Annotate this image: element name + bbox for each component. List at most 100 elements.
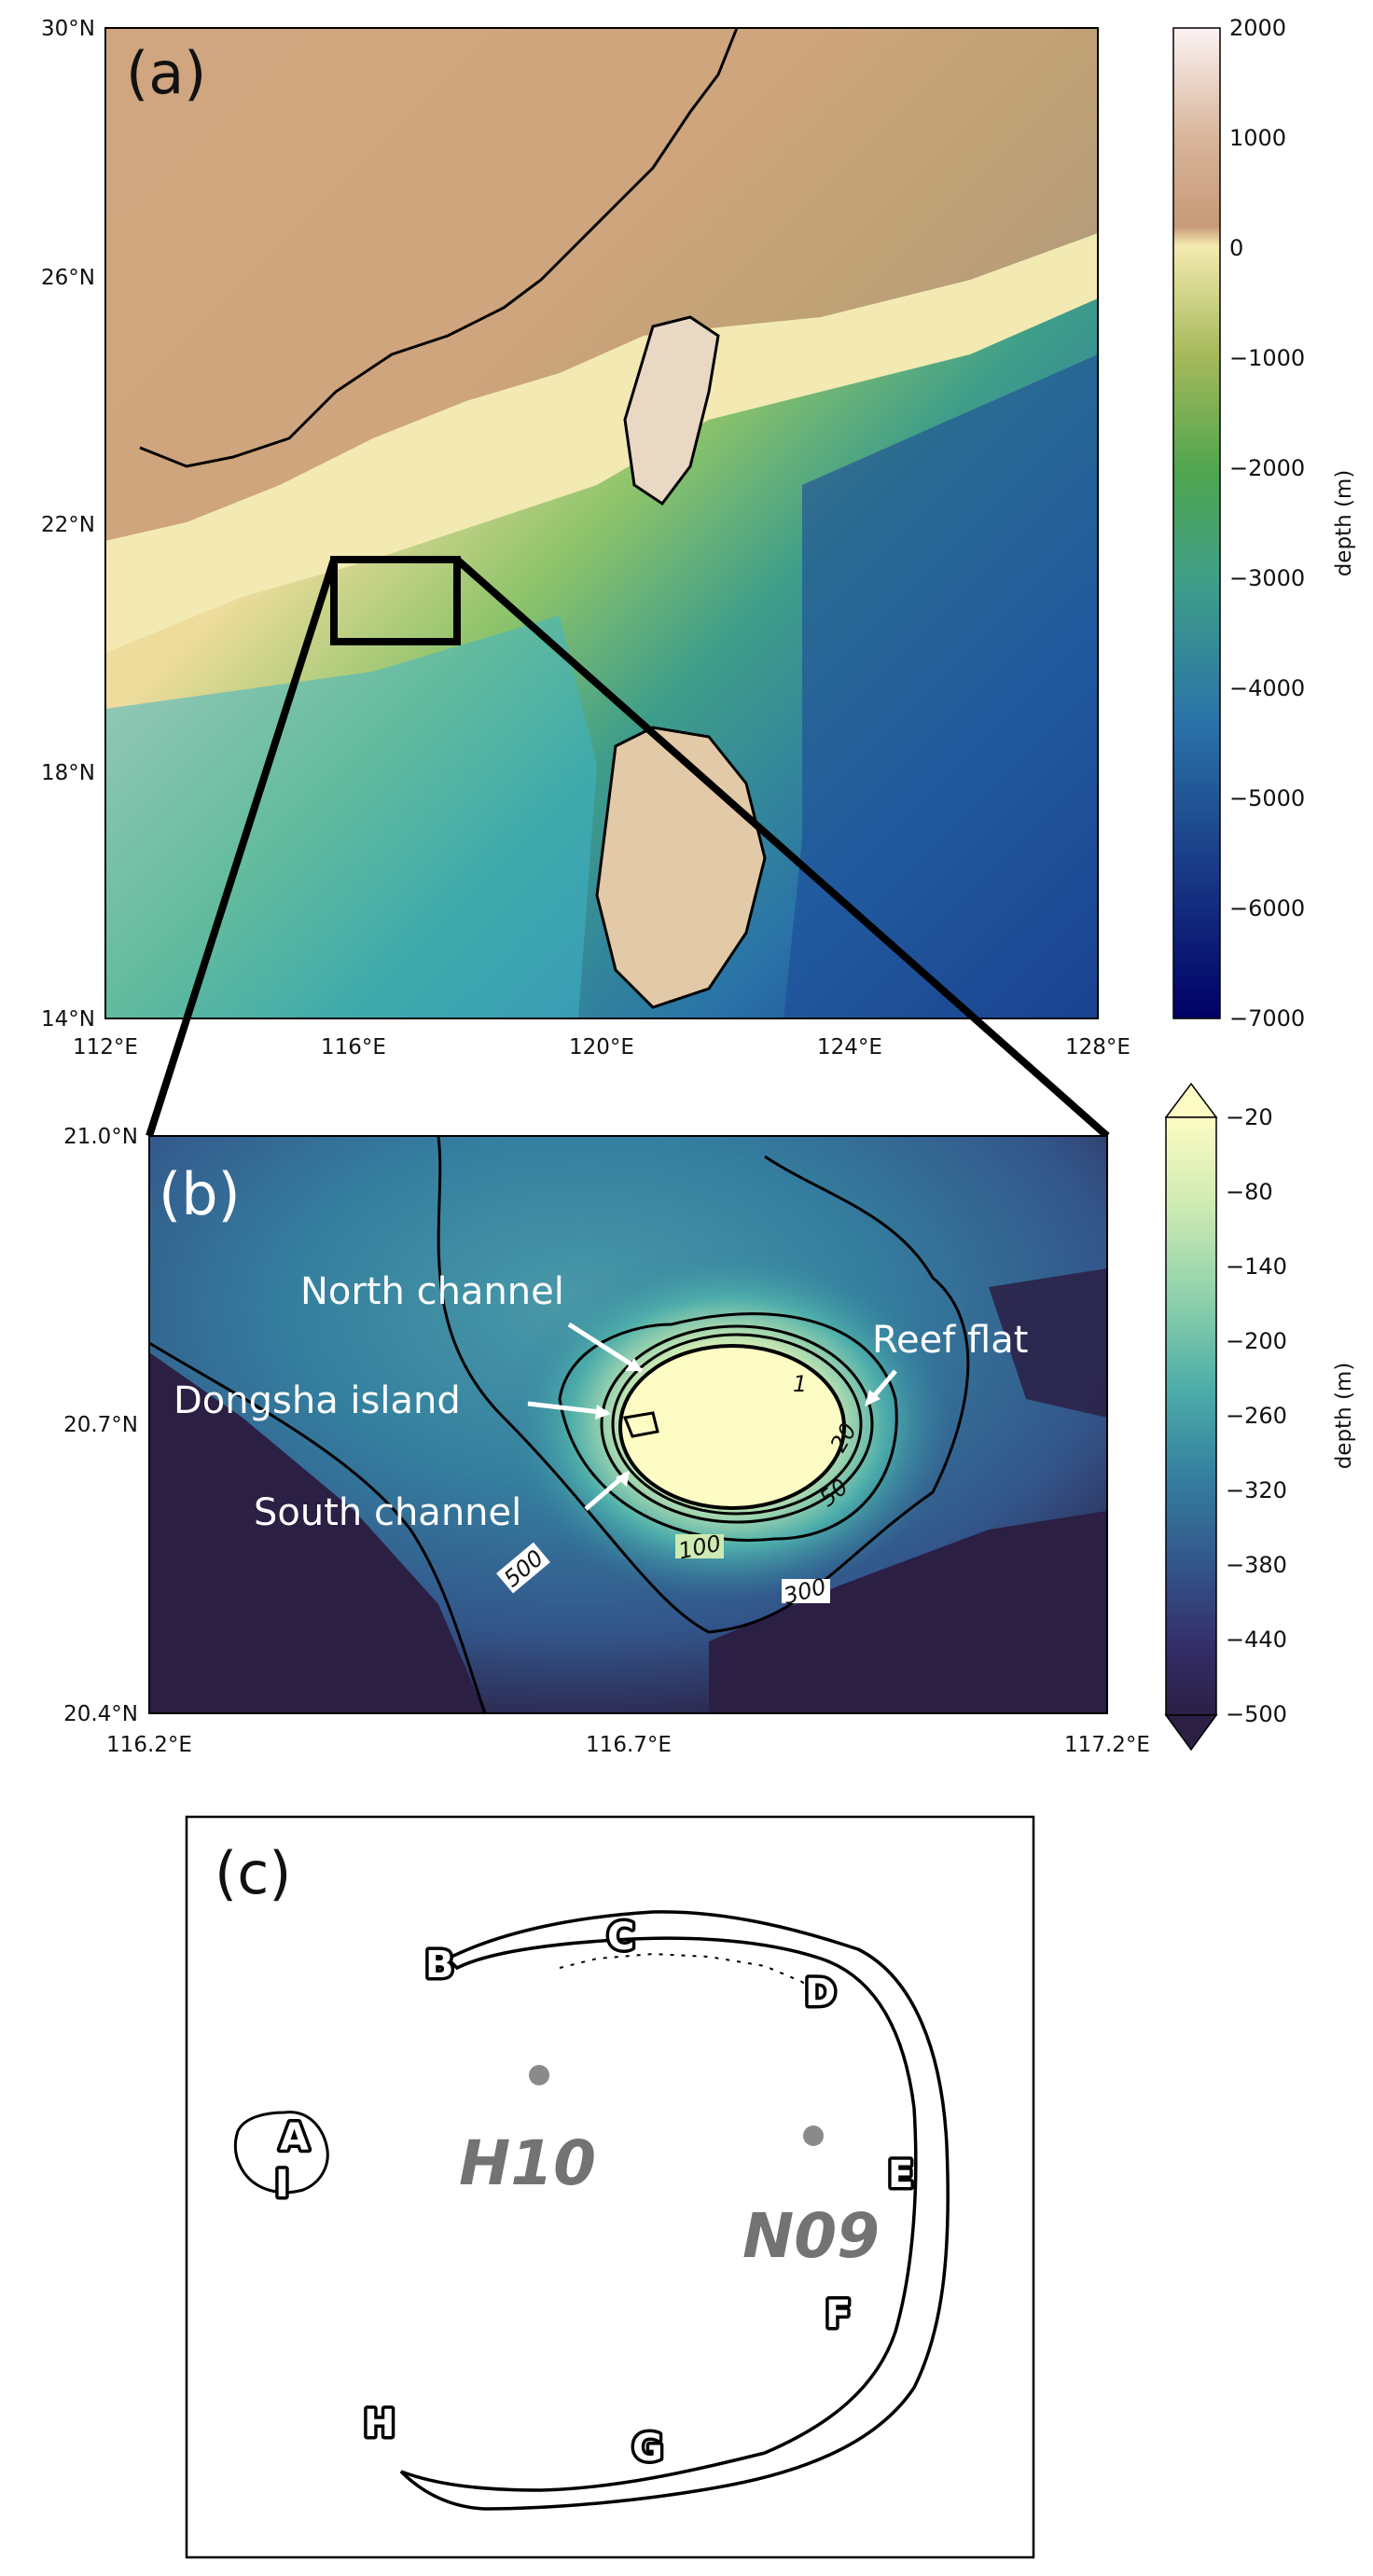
panel-a-label: (a) xyxy=(126,39,206,107)
lat-tick-30n: 30°N xyxy=(41,17,95,41)
panel-b-contour-labels: 1 20 50 100 300 500 xyxy=(496,1371,862,1610)
panel-a-lon-ticks: 112°E 116°E 120°E 124°E 128°E xyxy=(73,1035,1130,1059)
site-c-label: C xyxy=(607,1916,634,1959)
arrowhead-dongsha-island xyxy=(595,1405,611,1420)
taiwan-island xyxy=(623,315,720,506)
colorbar-b-tick-7: −440 xyxy=(1226,1627,1287,1653)
panel-c-label: (c) xyxy=(215,1839,291,1907)
lat-tick-14n: 14°N xyxy=(41,1007,95,1032)
panel-b-frame xyxy=(148,1135,1108,1714)
site-g-label: G xyxy=(632,2427,663,2470)
colorbar-a-tick-4: −2000 xyxy=(1229,455,1305,481)
colorbar-a-tick-9: −7000 xyxy=(1229,1005,1305,1032)
annot-north-channel: North channel xyxy=(300,1270,564,1313)
contour-20 xyxy=(611,1333,863,1516)
station-h10-label: H10 xyxy=(459,2127,596,2199)
station-h10-marker xyxy=(529,2065,549,2085)
contour-label-100-bg xyxy=(675,1534,724,1558)
arrow-dongsha-island xyxy=(527,1401,609,1416)
colorbar-a-tick-6: −4000 xyxy=(1229,675,1305,701)
annot-south-channel: South channel xyxy=(254,1491,521,1534)
atoll-reef-inner-edge xyxy=(559,1952,826,2006)
panel-b-colorbar: −20 −80 −140 −200 −260 −320 −380 −440 −5… xyxy=(1164,1082,1356,1752)
lon-tick-128e: 128°E xyxy=(1065,1035,1130,1059)
lat-tick-26n: 26°N xyxy=(41,266,95,290)
panel-a-map: (a) xyxy=(104,27,1110,1139)
dongsha-island-shape xyxy=(622,1411,659,1438)
inset-box xyxy=(330,556,461,645)
panel-c-map: (c) H10 N09 A B C D E F G H I xyxy=(185,1815,1035,2559)
panel-b-annotations: North channel Dongsha island South chann… xyxy=(173,1270,1028,1534)
panel-b-label: (b) xyxy=(159,1160,241,1228)
atoll-reef-outer xyxy=(399,1910,950,2511)
lon-tick-117-2e: 117.2°E xyxy=(1064,1733,1150,1757)
colorbar-a-tick-1: 1000 xyxy=(1229,125,1286,151)
colorbar-a-tick-7: −5000 xyxy=(1229,785,1305,811)
china-mainland xyxy=(105,28,1098,541)
arrowhead-south-channel xyxy=(616,1471,630,1487)
site-e-label: E xyxy=(888,2154,913,2196)
lat-tick-20-7n: 20.7°N xyxy=(63,1413,138,1437)
colorbar-a-tick-0: 2000 xyxy=(1229,15,1286,41)
colorbar-b-tick-3: −200 xyxy=(1226,1328,1287,1354)
lon-tick-124e: 124°E xyxy=(817,1035,882,1059)
contour-100 xyxy=(558,1312,898,1542)
panel-b-map: (b) North channel Dongsha island South c… xyxy=(148,1135,1108,1714)
colorbar-b-tick-0: −20 xyxy=(1226,1104,1273,1130)
site-i-label: I xyxy=(275,2163,289,2206)
colorbar-a-tick-5: −3000 xyxy=(1229,565,1305,591)
zoom-line-right xyxy=(454,557,1110,1139)
annot-dongsha-island: Dongsha island xyxy=(173,1379,461,1422)
lat-tick-21-0n: 21.0°N xyxy=(63,1125,138,1149)
colorbar-b-tick-6: −380 xyxy=(1226,1552,1287,1578)
site-f-label: F xyxy=(825,2293,851,2336)
lon-tick-112e: 112°E xyxy=(73,1035,138,1059)
station-n09-label: N09 xyxy=(742,2200,880,2272)
dongsha-island-outline xyxy=(233,2111,329,2195)
colorbar-b-tick-2: −140 xyxy=(1226,1253,1287,1280)
annot-reef-flat: Reef flat xyxy=(872,1319,1028,1362)
deep-water-se xyxy=(709,1511,1107,1713)
lon-tick-120e: 120°E xyxy=(569,1035,634,1059)
station-n09-marker xyxy=(803,2126,824,2146)
colorbar-b-top-extension xyxy=(1164,1082,1218,1118)
arrowhead-reef-flat xyxy=(865,1390,881,1406)
lon-tick-116-7e: 116.7°E xyxy=(586,1733,672,1757)
lon-tick-116-2e: 116.2°E xyxy=(106,1733,192,1757)
colorbar-b-tick-8: −500 xyxy=(1226,1701,1287,1727)
panel-a-frame xyxy=(104,27,1099,1019)
pacific-deep-basin xyxy=(784,354,1098,1018)
lat-tick-22n: 22°N xyxy=(41,513,95,537)
colorbar-b-tick-4: −260 xyxy=(1226,1403,1287,1429)
panel-b-lat-ticks: 21.0°N 20.7°N 20.4°N xyxy=(63,1125,138,1726)
contour-50 xyxy=(600,1324,874,1524)
china-coastline xyxy=(139,27,739,468)
deep-water-ne xyxy=(989,1268,1107,1418)
china-coastal-plain xyxy=(105,233,1098,653)
panel-a-lat-ticks: 30°N 26°N 22°N 18°N 14°N xyxy=(41,17,95,1032)
panel-b-lon-ticks: 116.2°E 116.7°E 117.2°E xyxy=(106,1733,1150,1757)
contour-label-500-bg xyxy=(496,1542,550,1594)
colorbar-a-tick-3: −1000 xyxy=(1229,345,1305,371)
colorbar-b-bar xyxy=(1165,1116,1217,1716)
colorbar-b-tick-1: −80 xyxy=(1226,1179,1273,1205)
colorbar-a-tick-8: −6000 xyxy=(1229,895,1305,921)
lat-tick-18n: 18°N xyxy=(41,761,95,785)
deep-water-sw xyxy=(149,1352,485,1713)
colorbar-b-label: depth (m) xyxy=(1332,1363,1356,1470)
arrow-north-channel xyxy=(567,1322,644,1374)
site-h-label: H xyxy=(364,2403,395,2445)
colorbar-a-tick-2: 0 xyxy=(1229,235,1243,261)
panel-a-colorbar: 2000 1000 0 −1000 −2000 −3000 −4000 −500… xyxy=(1172,15,1356,1032)
site-a-label: A xyxy=(280,2116,309,2159)
contour-label-1: 1 xyxy=(793,1371,807,1397)
colorbar-b-tick-5: −320 xyxy=(1226,1477,1287,1503)
lagoon xyxy=(618,1344,846,1510)
zoom-line-left xyxy=(146,558,338,1138)
colorbar-a-label: depth (m) xyxy=(1332,470,1356,577)
lon-tick-116e: 116°E xyxy=(321,1035,386,1059)
scs-deep-basin xyxy=(105,616,597,1018)
colorbar-b-bottom-extension xyxy=(1164,1714,1218,1752)
site-b-label: B xyxy=(425,1944,454,1987)
colorbar-a-bar xyxy=(1172,27,1221,1019)
